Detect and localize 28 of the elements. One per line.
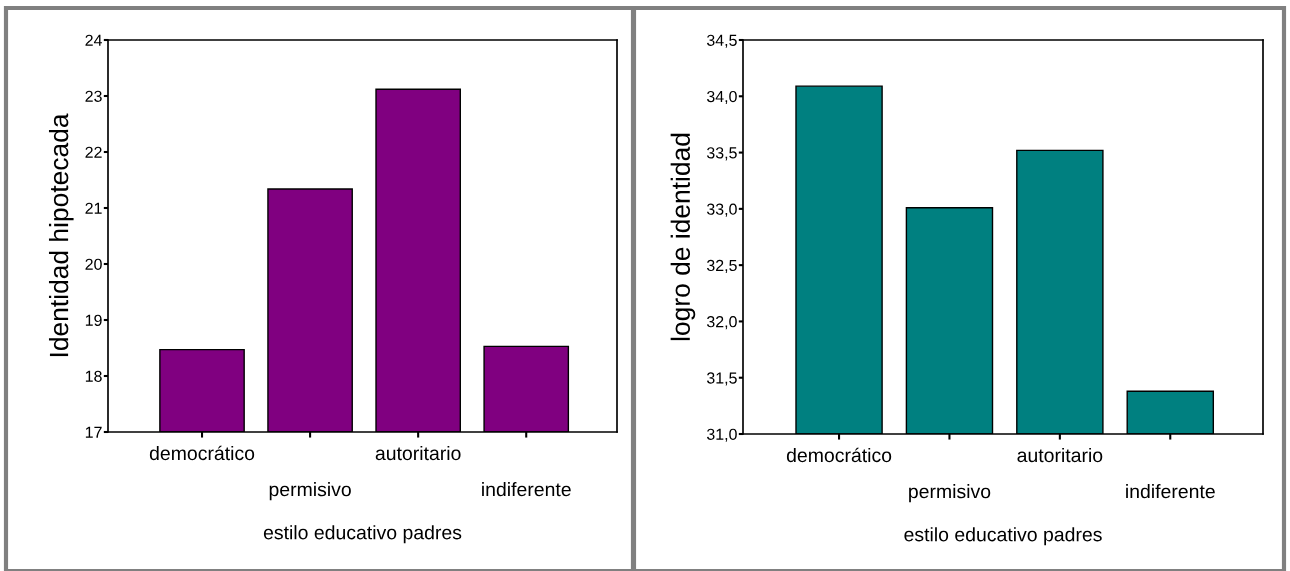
x-tick-label: democrático: [149, 445, 255, 461]
y-tick-label: 34,5: [706, 34, 737, 48]
y-tick-label: 33,5: [706, 147, 737, 161]
y-tick-label: 20: [85, 258, 102, 270]
y-tick-label: 32,5: [706, 259, 737, 273]
x-tick-label: permisivo: [909, 484, 991, 503]
y-axis-title: Identidad hipotecada: [48, 113, 74, 357]
y-tick-label: 17: [85, 426, 102, 438]
y-tick-label: 34,0: [706, 90, 737, 105]
y-axis-title: logro de identidad: [670, 133, 696, 341]
y-tick-label: 33,0: [706, 203, 737, 217]
y-tick-label: 24: [85, 34, 102, 46]
y-tick-label: 31,0: [706, 428, 737, 442]
x-tick-label: permisivo: [269, 482, 351, 501]
x-tick-label: indiferente: [482, 482, 571, 497]
y-tick-label: 23: [85, 90, 102, 102]
y-tick-label: 31,5: [706, 372, 737, 386]
y-tick-label: 32,0: [706, 316, 737, 330]
x-axis-title: estilo educativo padres: [904, 527, 1102, 546]
y-tick-label: 21: [85, 202, 102, 214]
x-tick-label: indiferente: [1126, 484, 1215, 499]
x-tick-label: democrático: [786, 447, 892, 463]
x-axis-title: estilo educativo padres: [263, 525, 462, 544]
y-tick-label: 19: [85, 314, 102, 326]
y-tick-label: 22: [85, 146, 102, 158]
y-tick-label: 18: [85, 370, 102, 382]
x-tick-label: autoritario: [375, 445, 461, 461]
x-tick-label: autoritario: [1017, 447, 1103, 463]
